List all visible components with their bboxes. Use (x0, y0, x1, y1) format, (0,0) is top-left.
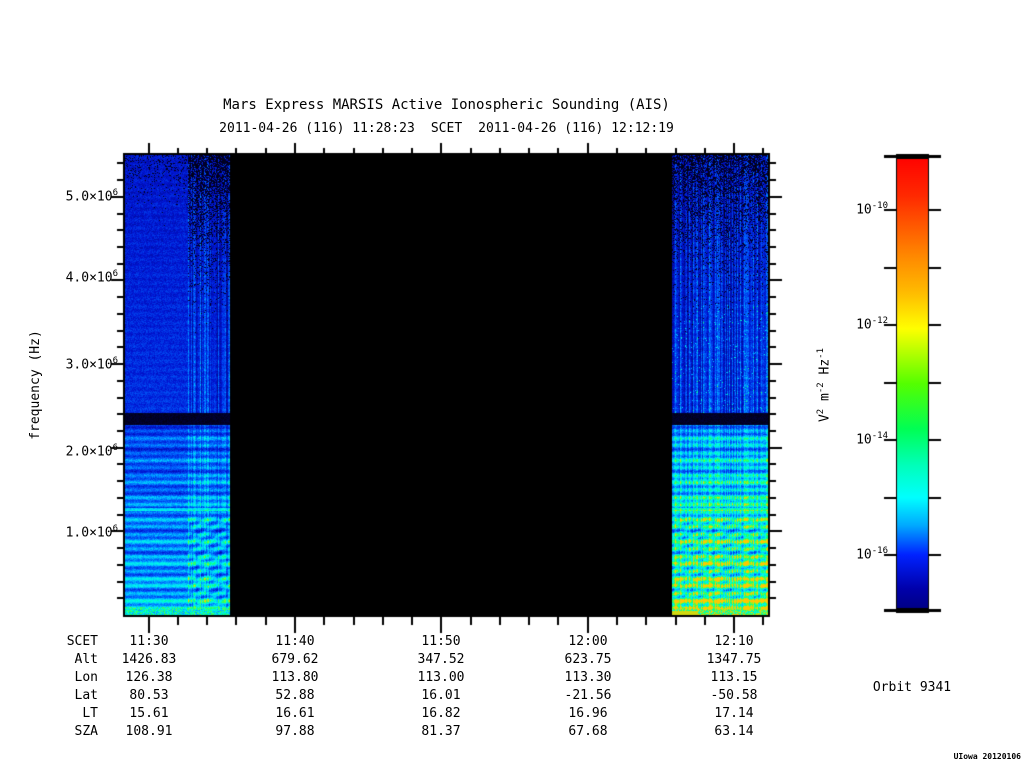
orbit-label: Orbit 9341 (872, 680, 952, 695)
ephemeris-value: 347.52 (417, 652, 465, 667)
ephemeris-value: 15.61 (129, 706, 169, 721)
unit-volts: V (817, 414, 833, 423)
ephemeris-row-sza: SZA 108.91 97.88 81.37 67.68 63.14 (0, 724, 830, 742)
y-tick-mantissa: 1.0×10 (65, 525, 113, 541)
colorbar-tick-base: 10 (856, 432, 872, 448)
ephemeris-row-latitude: Lat 80.53 52.88 16.01 -21.56 -50.58 (0, 688, 830, 706)
ephemeris-value: 11:50 (421, 634, 461, 649)
ephemeris-value: 679.62 (271, 652, 319, 667)
colorbar-tick-label: 10-16 (838, 546, 888, 562)
scet-end: 2011-04-26 (116) 12:12:19 (478, 121, 674, 136)
ephemeris-value: 67.68 (568, 724, 608, 739)
scet-axis-label: SCET (430, 121, 463, 136)
scet-start: 2011-04-26 (116) 11:28:23 (219, 121, 415, 136)
ephemeris-value: 1426.83 (121, 652, 177, 667)
ephemeris-row-label: SZA (74, 724, 98, 739)
unit-hertz-exp: -1 (816, 347, 826, 359)
colorbar-tick-label: 10-10 (838, 201, 888, 217)
colorbar-tick-base: 10 (856, 547, 872, 563)
ephemeris-row-altitude: Alt 1426.83 679.62 347.52 623.75 1347.75 (0, 652, 830, 670)
ephemeris-value: 16.96 (568, 706, 608, 721)
ephemeris-value: 80.53 (129, 688, 169, 703)
colorbar-tick-label: 10-14 (838, 431, 888, 447)
ephemeris-row-localtime: LT 15.61 16.61 16.82 16.96 17.14 (0, 706, 830, 724)
ephemeris-value: 113.80 (271, 670, 319, 685)
ephemeris-value: 52.88 (275, 688, 315, 703)
ephemeris-value: 16.01 (421, 688, 461, 703)
colorbar-canvas (880, 147, 950, 627)
ephemeris-row-label: Lat (74, 688, 98, 703)
y-tick-mantissa: 3.0×10 (65, 357, 113, 373)
ephemeris-value: 11:30 (129, 634, 169, 649)
colorbar-tick-exponent: -14 (871, 431, 888, 441)
ephemeris-value: 16.61 (275, 706, 315, 721)
colorbar-tick-exponent: -12 (871, 316, 888, 326)
unit-hertz: Hz (817, 358, 833, 383)
ephemeris-value: -50.58 (710, 688, 758, 703)
ephemeris-row-longitude: Lon 126.38 113.80 113.00 113.30 113.15 (0, 670, 830, 688)
ephemeris-value: 126.38 (125, 670, 173, 685)
ephemeris-value: 1347.75 (706, 652, 762, 667)
ephemeris-value: 108.91 (125, 724, 173, 739)
y-axis-label: frequency (Hz) (28, 330, 43, 440)
scet-range: 2011-04-26 (116) 11:28:23 SCET 2011-04-2… (0, 121, 893, 136)
colorbar-tick-exponent: -10 (871, 201, 888, 211)
ephemeris-row-label: Lon (74, 670, 98, 685)
spectrogram-canvas (105, 133, 808, 653)
ephemeris-value: 11:40 (275, 634, 315, 649)
unit-meters: m (817, 393, 833, 409)
ephemeris-value: 81.37 (421, 724, 461, 739)
colorbar-unit-label: V2 m-2 Hz-1 (816, 310, 832, 460)
ephemeris-row-scet: SCET 11:30 11:40 11:50 12:00 12:10 (0, 634, 830, 652)
unit-volts-exp: 2 (816, 408, 826, 415)
ephemeris-row-label: Alt (74, 652, 98, 667)
ephemeris-row-label: SCET (66, 634, 98, 649)
ephemeris-value: 63.14 (714, 724, 754, 739)
ephemeris-value: 12:10 (714, 634, 754, 649)
ephemeris-value: -21.56 (564, 688, 612, 703)
ephemeris-value: 113.15 (710, 670, 758, 685)
ephemeris-value: 12:00 (568, 634, 608, 649)
colorbar-tick-label: 10-12 (838, 316, 888, 332)
provenance-stamp: UIowa 20120106 (953, 752, 1021, 761)
colorbar-tick-base: 10 (856, 317, 872, 333)
colorbar-tick-base: 10 (856, 202, 872, 218)
unit-meters-exp: -2 (816, 382, 826, 394)
ephemeris-value: 623.75 (564, 652, 612, 667)
y-tick-mantissa: 4.0×10 (65, 270, 113, 286)
ephemeris-value: 113.00 (417, 670, 465, 685)
ephemeris-value: 16.82 (421, 706, 461, 721)
colorbar-tick-exponent: -16 (871, 546, 888, 556)
y-tick-mantissa: 2.0×10 (65, 444, 113, 460)
y-tick-mantissa: 5.0×10 (65, 189, 113, 205)
ephemeris-value: 17.14 (714, 706, 754, 721)
ephemeris-value: 113.30 (564, 670, 612, 685)
ephemeris-value: 97.88 (275, 724, 315, 739)
chart-title: Mars Express MARSIS Active Ionospheric S… (223, 97, 670, 113)
ephemeris-row-label: LT (82, 706, 98, 721)
